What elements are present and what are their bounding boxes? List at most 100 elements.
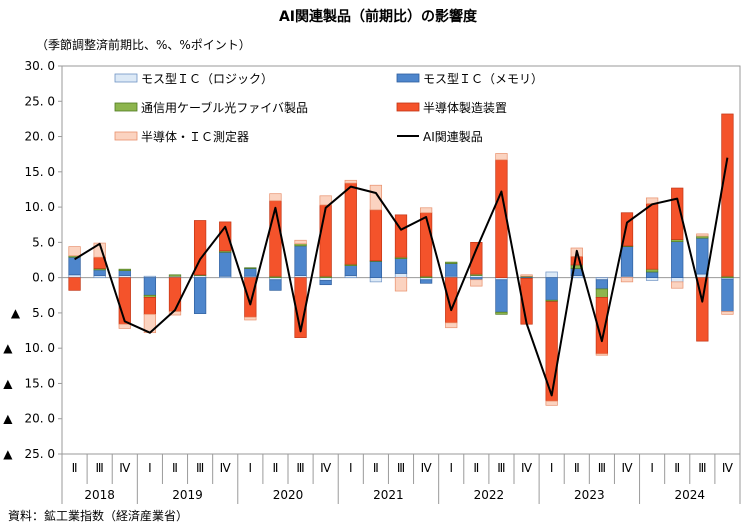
bar-segment [595, 288, 609, 298]
x-tick-label: Ⅰ [249, 461, 253, 475]
bar-segment [244, 268, 257, 277]
legend-swatch [114, 102, 138, 112]
bar-segment [394, 273, 408, 278]
y-tick-label: ▲ 15. 0 [3, 376, 55, 390]
year-label: 2021 [373, 488, 404, 502]
x-tick-label: Ⅰ [650, 461, 654, 475]
x-tick-label: Ⅲ [196, 461, 204, 475]
bar-segment [495, 311, 508, 315]
bar-segment [645, 271, 659, 278]
year-label: 2019 [172, 488, 203, 502]
bar-segment [143, 297, 157, 315]
bar-segment [620, 277, 634, 283]
bar-segment [696, 233, 709, 237]
bar-segment [68, 256, 81, 276]
x-tick-label: Ⅱ [172, 461, 178, 475]
bar-segment [645, 203, 659, 270]
x-tick-label: Ⅲ [698, 461, 706, 475]
bar-segment [219, 251, 232, 277]
x-tick-label: Ⅲ [397, 461, 405, 475]
year-label: 2020 [273, 488, 304, 502]
bar-segment [319, 280, 332, 286]
year-label: 2023 [574, 488, 605, 502]
bar-segment [344, 179, 357, 184]
legend-label: 半導体製造装置 [423, 101, 507, 115]
bar-segment [470, 279, 483, 287]
bar-segment [394, 258, 408, 274]
y-tick-label: 30. 0 [24, 59, 55, 73]
bar-segment [118, 270, 131, 276]
bar-segment [671, 187, 684, 240]
bar-segment [545, 400, 558, 406]
bar-segment [369, 209, 383, 262]
year-label: 2024 [675, 488, 706, 502]
bar-segment [319, 204, 332, 277]
y-tick-label: 20. 0 [24, 130, 55, 144]
year-label: 2018 [84, 488, 115, 502]
bar-segment [319, 195, 332, 206]
source-note: 資料：鉱工業指数（経済産業省） [8, 509, 189, 523]
bar-segment [344, 182, 357, 265]
bar-segment [419, 279, 433, 284]
bar-segment [620, 212, 634, 247]
x-tick-label: Ⅲ [296, 461, 304, 475]
bar-segment [721, 113, 734, 277]
bar-segment [244, 277, 257, 318]
x-tick-label: Ⅱ [72, 461, 78, 475]
bar-segment [696, 237, 709, 275]
y-tick-label: ▲ 10. 0 [3, 341, 55, 355]
bar-segment [244, 316, 257, 321]
bar-segment [294, 245, 307, 276]
bar-segment [168, 311, 182, 316]
chart-title: AI関連製品（前期比）の影響度 [278, 9, 478, 25]
bar-segment [244, 267, 257, 269]
x-tick-label: Ⅰ [550, 461, 554, 475]
y-tick-label: 10. 0 [24, 200, 55, 214]
ai-products-line [74, 157, 729, 397]
y-tick-label: 0. 0 [32, 271, 55, 285]
bar-segment [369, 261, 383, 278]
y-axis-unit-label: （季節調整済前期比、%、%ポイント） [36, 38, 251, 52]
bar-segment [495, 159, 508, 278]
bar-segment [495, 279, 508, 313]
x-tick-label: Ⅱ [473, 461, 479, 475]
bar-segment [721, 278, 734, 312]
x-tick-label: Ⅰ [349, 461, 353, 475]
bar-segment [671, 241, 684, 278]
legend-label: モス型ＩＣ（メモリ） [423, 72, 543, 86]
bar-segment [671, 281, 684, 289]
legend-swatch [396, 73, 420, 83]
bar-segment [369, 277, 383, 283]
bar-segment [445, 261, 458, 264]
x-tick-label: Ⅳ [119, 461, 130, 475]
legend-label: モス型ＩＣ（ロジック） [141, 72, 273, 86]
legend-swatch [114, 73, 138, 83]
x-tick-label: Ⅲ [497, 461, 505, 475]
legend-swatch [396, 102, 420, 112]
x-tick-label: Ⅱ [674, 461, 680, 475]
bar-segment [721, 311, 734, 315]
x-tick-label: Ⅱ [272, 461, 278, 475]
bar-segment [645, 277, 659, 281]
bar-segment [269, 193, 282, 202]
bar-segment [545, 271, 558, 278]
bar-segment [520, 274, 533, 277]
bar-segment [219, 221, 232, 252]
bar-segment [696, 277, 709, 342]
bar-segment [193, 220, 207, 276]
year-label: 2022 [474, 488, 505, 502]
bar-segment [294, 239, 307, 245]
bar-segment [344, 265, 357, 276]
y-tick-label: ▲ 20. 0 [3, 412, 55, 426]
bar-segment [269, 279, 282, 291]
bar-segment [369, 184, 383, 211]
bar-segment [445, 263, 458, 277]
bar-segment [143, 277, 157, 296]
x-tick-label: Ⅳ [521, 461, 532, 475]
bar-segment [445, 322, 458, 329]
bar-segment [68, 246, 81, 257]
x-tick-label: Ⅳ [722, 461, 733, 475]
bar-segment [671, 277, 684, 283]
bar-segment [470, 242, 483, 275]
